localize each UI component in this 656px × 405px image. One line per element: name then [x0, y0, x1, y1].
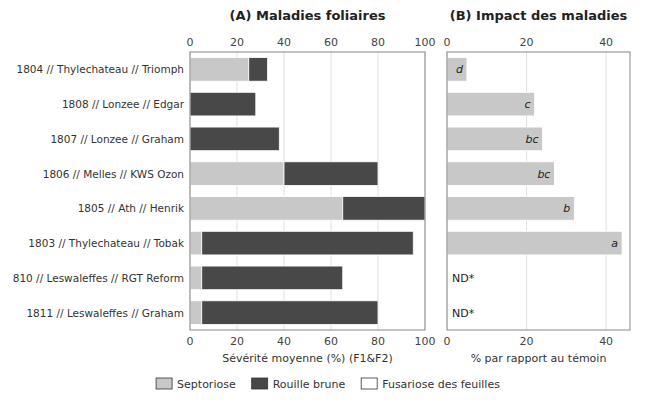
bar [190, 301, 202, 325]
bar [190, 162, 284, 186]
bar [284, 162, 378, 186]
category-label: 1808 // Lonzee // Edgar [62, 98, 185, 110]
legend-swatch [156, 378, 172, 389]
tick-label: 20 [230, 36, 244, 49]
legend-swatch [252, 378, 268, 389]
title: (A) Maladies foliaires [230, 8, 386, 23]
legend-item: Septoriose [156, 378, 236, 391]
panel: 0 0 20 20 40 40 60 60 80 80 100 100 1804 // Thylecha… [13, 8, 436, 365]
bar [190, 92, 256, 116]
tick-label: 80 [371, 335, 385, 348]
tick-label: 40 [277, 36, 291, 49]
tick-label: 100 [415, 36, 436, 49]
legend-label: Rouille brune [273, 378, 346, 391]
title: (B) Impact des maladies [450, 8, 628, 23]
tick-label: 40 [277, 335, 291, 348]
bar [190, 231, 202, 255]
tick-label: 60 [324, 36, 338, 49]
bar [249, 58, 268, 82]
tick-label: 0 [187, 335, 194, 348]
data-labels: d c bc bc b a ND* ND* [452, 63, 618, 319]
tick-label: 60 [324, 335, 338, 348]
data-label: d [456, 63, 464, 76]
bar [190, 197, 343, 221]
category-label: 1811 // Leswaleffes // Graham [26, 307, 184, 319]
plot-background [190, 52, 425, 330]
bar [202, 231, 414, 255]
legend-label: Septoriose [177, 378, 236, 391]
tick-label: 100 [415, 335, 436, 348]
marks [190, 58, 425, 325]
plot-frame [447, 52, 630, 330]
legend-label: Fusariose des feuilles [382, 378, 500, 391]
bar [190, 127, 279, 151]
data-label: a [611, 237, 618, 250]
legend: Septoriose Rouille brune Fusariose des feu… [156, 378, 500, 391]
grid-line [378, 52, 379, 330]
marks [447, 58, 622, 255]
tick-label: 20 [520, 335, 534, 348]
axis-label: % par rapport au témoin [471, 352, 607, 365]
legend-item: Fusariose des feuilles [361, 378, 500, 391]
bar [202, 301, 378, 325]
tick-label: 20 [230, 335, 244, 348]
data-label: b [563, 202, 570, 215]
bar [447, 231, 622, 255]
tick-label: 40 [599, 335, 613, 348]
panel: 0 0 20 20 40 40 d c bc bc b a ND* ND* (B) Impact des m… [444, 8, 631, 365]
category-label: 810 // Leswaleffes // RGT Reform [13, 272, 184, 284]
plot-background [447, 52, 630, 330]
category-label: 1807 // Lonzee // Graham [50, 133, 184, 145]
category-label: 1804 // Thylechateau // Triomph [17, 63, 185, 75]
data-label: ND* [452, 272, 475, 285]
grid-line [606, 52, 607, 330]
bar [343, 197, 425, 221]
bar [447, 197, 574, 221]
legend-item: Rouille brune [252, 378, 346, 391]
category-label: 1805 // Ath // Henrik [78, 202, 185, 214]
category-label: 1803 // Thylechateau // Tobak [28, 237, 185, 249]
bar [190, 266, 202, 290]
category-label: 1806 // Melles // KWS Ozon [43, 168, 184, 180]
bar [447, 92, 535, 116]
tick-label: 80 [371, 36, 385, 49]
data-label: bc [537, 168, 550, 181]
tick-label: 0 [444, 36, 451, 49]
legend-swatch [361, 378, 377, 389]
bar [447, 58, 467, 82]
tick-label: 0 [187, 36, 194, 49]
tick-label: 0 [444, 335, 451, 348]
data-label: bc [525, 133, 538, 146]
bar [190, 58, 249, 82]
bar [202, 266, 343, 290]
chart: 0 0 20 20 40 40 60 60 80 80 100 100 1804 // Thylecha… [0, 0, 656, 405]
bar [447, 127, 542, 151]
tick-label: 20 [520, 36, 534, 49]
data-label: c [524, 98, 530, 111]
tick-label: 40 [599, 36, 613, 49]
data-label: ND* [452, 307, 475, 320]
axis-label: Sévérité moyenne (%) (F1&F2) [222, 352, 392, 365]
bar [447, 162, 554, 186]
plot-frame [190, 52, 425, 330]
